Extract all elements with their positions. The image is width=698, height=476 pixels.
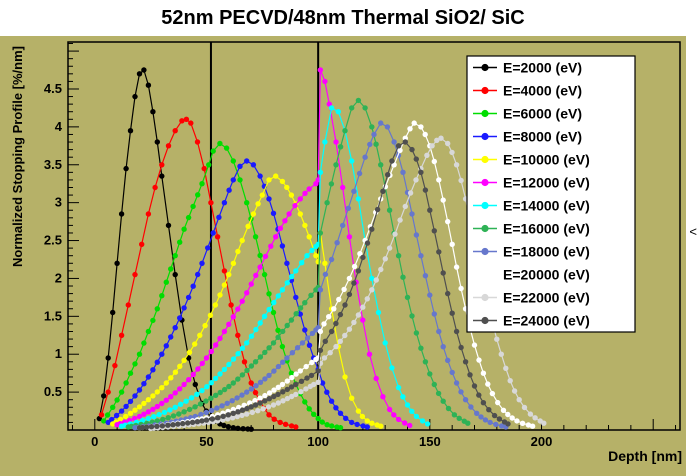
series-curve-6 (118, 105, 431, 429)
legend-marker (481, 86, 489, 95)
series-curve-1 (98, 116, 299, 430)
y-axis-title: Normalized Stopping Profile [%/nm] (10, 46, 25, 267)
legend-marker (481, 155, 489, 164)
legend-label: E=18000 (eV) (503, 244, 590, 260)
svg-text:3.5: 3.5 (44, 157, 62, 172)
legend-item: E=16000 (eV) (473, 221, 590, 237)
legend-label: E=2000 (eV) (503, 60, 582, 76)
svg-text:200: 200 (531, 434, 553, 449)
legend-label: E=6000 (eV) (503, 106, 582, 122)
legend-marker (481, 178, 489, 187)
legend-label: E=14000 (eV) (503, 198, 590, 214)
legend-marker (481, 109, 489, 118)
legend-label: E=4000 (eV) (503, 83, 582, 99)
svg-text:4: 4 (55, 119, 63, 134)
series-curve-7 (125, 97, 471, 430)
legend-label: E=12000 (eV) (503, 175, 590, 191)
svg-text:2.5: 2.5 (44, 233, 62, 248)
legend-label: E=20000 (eV) (503, 267, 590, 283)
legend: E=2000 (eV) E=4000 (eV) E=6000 (eV) E=8000 … (466, 55, 636, 333)
legend-item: E=2000 (eV) (473, 60, 582, 76)
svg-text:0: 0 (91, 434, 98, 449)
legend-label: E=10000 (eV) (503, 152, 590, 168)
legend-item: E=4000 (eV) (473, 83, 582, 99)
series-curve-11 (136, 139, 511, 431)
legend-marker (481, 224, 489, 233)
legend-label: E=22000 (eV) (503, 290, 590, 306)
svg-text:1.5: 1.5 (44, 308, 62, 323)
axis-tick-labels: 0 50 100 150 200 0.5 1 1.5 2 2.5 3 3.5 4 4.5 (44, 81, 552, 449)
series-curve-8 (132, 120, 509, 431)
legend-item: E=20000 (eV) (473, 267, 590, 283)
right-margin-glyph: < (689, 224, 697, 239)
svg-text:1: 1 (55, 346, 62, 361)
legend-label: E=24000 (eV) (503, 313, 590, 329)
series-curve-3 (105, 158, 370, 430)
svg-text:50: 50 (199, 434, 213, 449)
legend-item: E=14000 (eV) (473, 198, 590, 214)
legend-item: E=10000 (eV) (473, 152, 590, 168)
series-curve-4 (110, 173, 384, 429)
legend-marker (481, 270, 489, 279)
legend-item: E=18000 (eV) (473, 244, 590, 260)
legend-item: E=8000 (eV) (473, 129, 582, 145)
legend-item: E=22000 (eV) (473, 290, 590, 306)
svg-text:3: 3 (55, 195, 62, 210)
legend-marker (481, 132, 489, 141)
legend-marker (481, 201, 489, 210)
x-axis-title: Depth [nm] (608, 448, 682, 464)
legend-label: E=16000 (eV) (503, 221, 590, 237)
svg-text:4.5: 4.5 (44, 81, 62, 96)
legend-marker (481, 247, 489, 256)
legend-label: E=8000 (eV) (503, 129, 582, 145)
svg-text:100: 100 (307, 434, 329, 449)
legend-marker (481, 63, 489, 72)
svg-text:0.5: 0.5 (44, 384, 62, 399)
legend-item: E=6000 (eV) (473, 106, 582, 122)
chart-title: 52nm PECVD/48nm Thermal SiO2/ SiC (161, 7, 525, 29)
legend-item: E=12000 (eV) (473, 175, 590, 191)
svg-text:2: 2 (55, 270, 62, 285)
legend-box (466, 55, 636, 333)
series-curve-2 (101, 140, 344, 431)
legend-item: E=24000 (eV) (473, 313, 590, 329)
legend-marker (481, 316, 489, 325)
svg-text:150: 150 (419, 434, 441, 449)
legend-marker (481, 293, 489, 302)
